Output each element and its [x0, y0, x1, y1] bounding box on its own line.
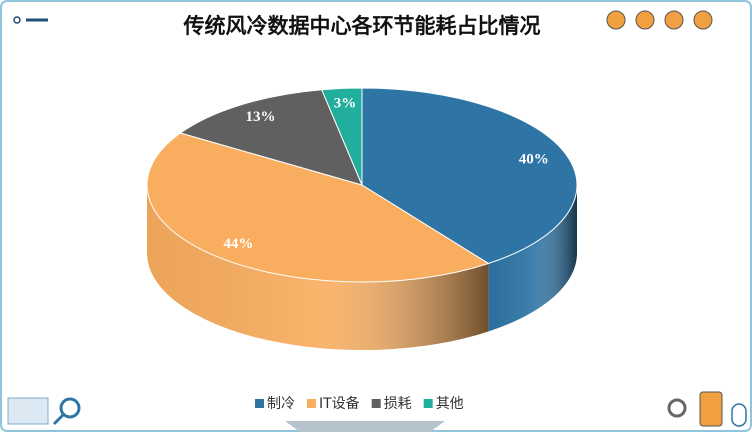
- chart-title: 传统风冷数据中心各环节能耗占比情况: [183, 14, 541, 38]
- decor: [13, 16, 21, 24]
- toolbar: [606, 10, 713, 30]
- tool-icon[interactable]: [693, 10, 713, 30]
- legend-marker: [371, 399, 381, 408]
- legend-label: IT设备: [319, 395, 360, 412]
- decor: [667, 398, 687, 418]
- decor: [699, 391, 723, 427]
- decor: [285, 421, 445, 432]
- decor: [731, 403, 747, 427]
- tool-icon[interactable]: [664, 10, 684, 30]
- pie-slice: [320, 87, 363, 186]
- tool-icon[interactable]: [635, 10, 655, 30]
- legend-marker: [255, 399, 264, 408]
- value-label: 44%: [223, 236, 253, 252]
- value-label: 40%: [519, 151, 549, 167]
- pie-slice: [146, 132, 490, 283]
- tool-icon[interactable]: [606, 10, 626, 30]
- legend-label: 其他: [436, 396, 464, 412]
- legend-label: 损耗: [384, 396, 412, 412]
- legend-marker: [423, 399, 433, 408]
- pie-side-shade: [147, 185, 489, 350]
- pie-slice: [361, 87, 578, 265]
- pie-slice: [179, 89, 363, 186]
- value-label: 3%: [334, 95, 357, 111]
- value-label: 13%: [245, 109, 275, 125]
- legend-marker: [307, 399, 316, 408]
- pie-side-shade: [488, 185, 577, 332]
- decor: [52, 413, 65, 426]
- decor: [59, 397, 81, 419]
- legend-label: 制冷: [267, 396, 295, 412]
- pie: 40% 44% 13% 3%: [146, 87, 578, 350]
- legend: 制冷 IT设备 损耗 其他: [255, 395, 464, 412]
- decor: [7, 397, 49, 425]
